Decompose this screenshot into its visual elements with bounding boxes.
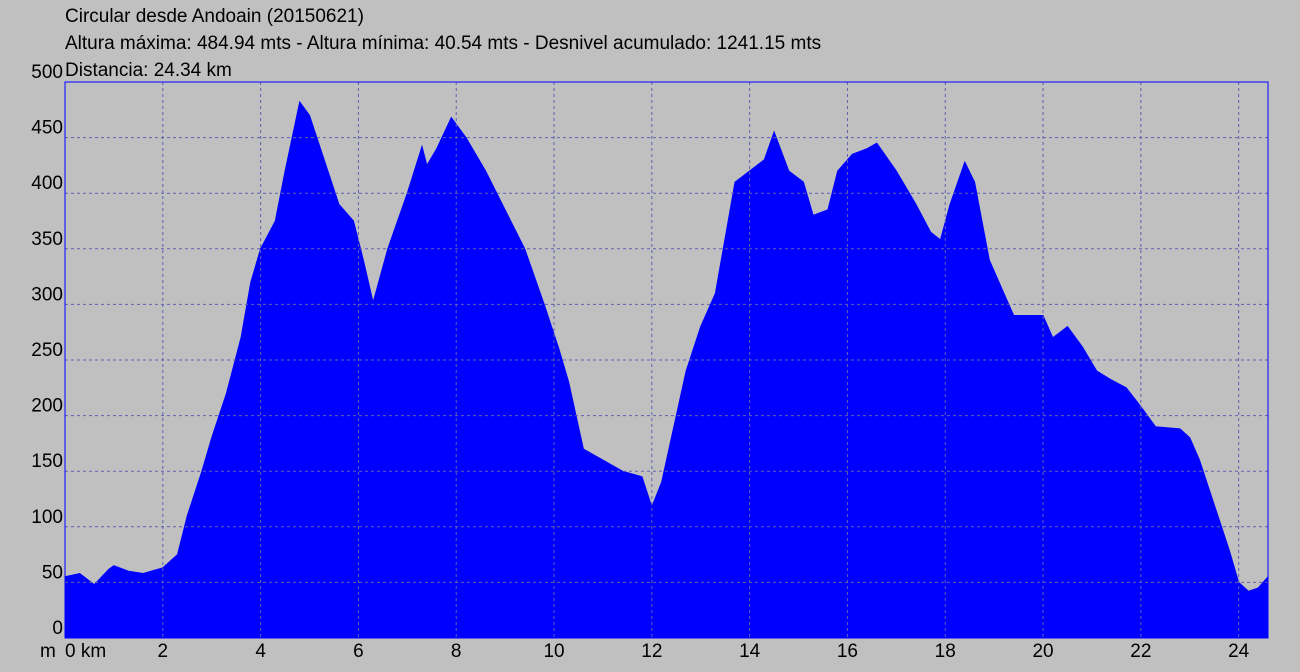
chart-subtitle: Altura máxima: 484.94 mts - Altura mínim… (65, 33, 821, 54)
y-tick-label: 250 (31, 340, 63, 361)
x-tick-label: 14 (739, 641, 761, 662)
x-tick-label: 22 (1130, 641, 1151, 662)
area (64, 100, 1269, 639)
x-tick-label: 12 (641, 641, 662, 662)
x-tick-label: 18 (935, 641, 956, 662)
y-tick-label: 400 (31, 173, 63, 194)
y-unit: m (40, 641, 56, 662)
y-tick-label: 450 (31, 118, 63, 139)
x-tick-label: 4 (255, 641, 266, 662)
plot-border (64, 81, 1269, 639)
y-tick-label: 200 (31, 396, 63, 417)
chart-caption: Distancia: 24.34 km (65, 60, 232, 81)
y-tick-label: 350 (31, 229, 63, 250)
x-tick-label: 0 km (65, 641, 106, 662)
y-tick-label: 300 (31, 284, 63, 305)
y-tick-label: 150 (31, 451, 63, 472)
x-tick-label: 24 (1228, 641, 1250, 662)
x-tick-label: 10 (543, 641, 564, 662)
x-tick-label: 20 (1032, 641, 1053, 662)
y-tick-label: 0 (52, 618, 63, 639)
x-tick-label: 8 (451, 641, 462, 662)
y-tick-label: 50 (42, 562, 63, 583)
x-tick-label: 2 (158, 641, 169, 662)
x-tick-label: 16 (837, 641, 858, 662)
y-tick-label: 500 (31, 62, 63, 83)
x-tick-label: 6 (353, 641, 364, 662)
chart-title: Circular desde Andoain (20150621) (65, 6, 364, 27)
y-tick-label: 100 (31, 507, 63, 528)
